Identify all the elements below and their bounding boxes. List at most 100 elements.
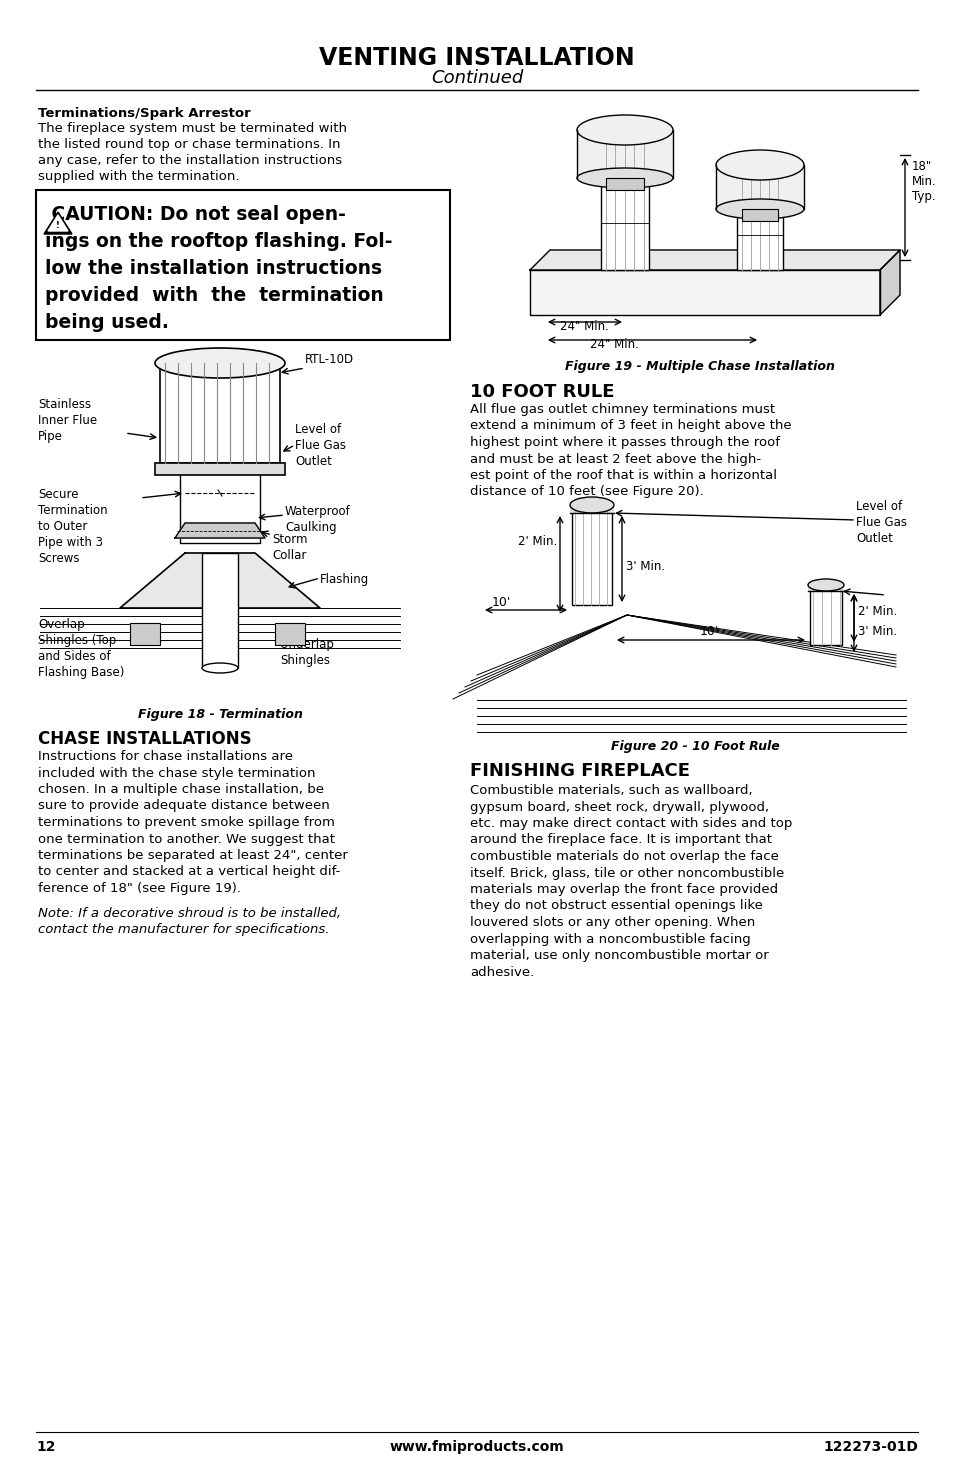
Text: contact the manufacturer for specifications.: contact the manufacturer for specificati… <box>38 922 329 935</box>
Polygon shape <box>879 249 899 316</box>
Text: terminations be separated at least 24", center: terminations be separated at least 24", … <box>38 850 348 861</box>
Text: terminations to prevent smoke spillage from: terminations to prevent smoke spillage f… <box>38 816 335 829</box>
Polygon shape <box>530 270 879 316</box>
Text: 18"
Min.
Typ.: 18" Min. Typ. <box>911 159 936 204</box>
Bar <box>180 463 260 543</box>
Text: Waterproof
Caulking: Waterproof Caulking <box>285 504 351 534</box>
Bar <box>600 130 648 270</box>
Text: chosen. In a multiple chase installation, be: chosen. In a multiple chase installation… <box>38 783 324 796</box>
Text: RTL-10D: RTL-10D <box>305 353 354 366</box>
Text: VENTING INSTALLATION: VENTING INSTALLATION <box>319 46 634 69</box>
Text: Flashing: Flashing <box>319 572 369 586</box>
Ellipse shape <box>716 150 803 180</box>
Text: ings on the rooftop flashing. Fol-: ings on the rooftop flashing. Fol- <box>45 232 392 251</box>
Text: Stainless
Inner Flue
Pipe: Stainless Inner Flue Pipe <box>38 398 97 442</box>
Text: Level of
Flue Gas
Outlet: Level of Flue Gas Outlet <box>855 500 906 544</box>
Text: distance of 10 feet (see Figure 20).: distance of 10 feet (see Figure 20). <box>470 485 703 499</box>
Bar <box>737 165 782 270</box>
Text: 12: 12 <box>36 1440 55 1454</box>
Text: Terminations/Spark Arrestor: Terminations/Spark Arrestor <box>38 108 251 119</box>
Text: Underlap
Shingles: Underlap Shingles <box>280 639 334 667</box>
Text: they do not obstruct essential openings like: they do not obstruct essential openings … <box>470 900 762 913</box>
Bar <box>807 586 843 591</box>
Text: gypsum board, sheet rock, drywall, plywood,: gypsum board, sheet rock, drywall, plywo… <box>470 801 768 814</box>
Ellipse shape <box>569 497 614 513</box>
Bar <box>572 504 612 605</box>
Text: and must be at least 2 feet above the high-: and must be at least 2 feet above the hi… <box>470 453 760 466</box>
Text: provided  with  the  termination: provided with the termination <box>45 286 383 305</box>
Polygon shape <box>48 215 68 232</box>
Text: Figure 20 - 10 Foot Rule: Figure 20 - 10 Foot Rule <box>610 740 779 754</box>
Text: the listed round top or chase terminations. In: the listed round top or chase terminatio… <box>38 139 340 150</box>
Bar <box>605 178 643 190</box>
Text: !: ! <box>56 221 60 230</box>
Text: est point of the roof that is within a horizontal: est point of the roof that is within a h… <box>470 469 776 482</box>
Text: etc. may make direct contact with sides and top: etc. may make direct contact with sides … <box>470 817 792 830</box>
Bar <box>36 190 450 341</box>
Ellipse shape <box>716 199 803 218</box>
Text: Combustible materials, such as wallboard,: Combustible materials, such as wallboard… <box>470 785 752 796</box>
Text: 3' Min.: 3' Min. <box>625 560 664 572</box>
Text: material, use only noncombustible mortar or: material, use only noncombustible mortar… <box>470 948 768 962</box>
Text: 24" Min.: 24" Min. <box>589 338 639 351</box>
Ellipse shape <box>577 115 672 145</box>
Polygon shape <box>530 249 899 270</box>
Text: sure to provide adequate distance between: sure to provide adequate distance betwee… <box>38 799 330 813</box>
Ellipse shape <box>577 168 672 187</box>
Text: low the installation instructions: low the installation instructions <box>45 260 382 277</box>
Polygon shape <box>44 212 71 235</box>
Bar <box>569 504 614 513</box>
Text: being used.: being used. <box>45 313 169 332</box>
Text: 10': 10' <box>492 596 511 609</box>
Text: Figure 19 - Multiple Chase Installation: Figure 19 - Multiple Chase Installation <box>564 360 834 373</box>
Text: 10': 10' <box>699 625 718 639</box>
Text: CAUTION: Do not seal open-: CAUTION: Do not seal open- <box>45 205 346 224</box>
Bar <box>809 586 841 645</box>
Text: materials may overlap the front face provided: materials may overlap the front face pro… <box>470 884 778 895</box>
Text: one termination to another. We suggest that: one termination to another. We suggest t… <box>38 832 335 845</box>
Text: included with the chase style termination: included with the chase style terminatio… <box>38 767 315 779</box>
Text: Instructions for chase installations are: Instructions for chase installations are <box>38 749 293 763</box>
Bar <box>154 463 285 475</box>
Text: louvered slots or any other opening. When: louvered slots or any other opening. Whe… <box>470 916 755 929</box>
Bar <box>741 209 778 221</box>
Bar <box>577 130 672 178</box>
Text: any case, refer to the installation instructions: any case, refer to the installation inst… <box>38 153 342 167</box>
Text: 2' Min.: 2' Min. <box>517 535 557 549</box>
Text: Note: If a decorative shroud is to be installed,: Note: If a decorative shroud is to be in… <box>38 907 341 919</box>
Text: Figure 18 - Termination: Figure 18 - Termination <box>137 708 302 721</box>
Text: Continued: Continued <box>431 69 522 87</box>
Text: FINISHING FIREPLACE: FINISHING FIREPLACE <box>470 763 689 780</box>
Bar <box>160 363 280 463</box>
Text: 2' Min.: 2' Min. <box>857 605 897 618</box>
Text: to center and stacked at a vertical height dif-: to center and stacked at a vertical heig… <box>38 866 340 879</box>
Text: itself. Brick, glass, tile or other noncombustible: itself. Brick, glass, tile or other nonc… <box>470 866 783 879</box>
Text: Level of
Flue Gas
Outlet: Level of Flue Gas Outlet <box>294 423 346 468</box>
Text: CHASE INSTALLATIONS: CHASE INSTALLATIONS <box>38 730 252 748</box>
Text: ference of 18" (see Figure 19).: ference of 18" (see Figure 19). <box>38 882 241 895</box>
Text: Secure
Termination
to Outer
Pipe with 3
Screws: Secure Termination to Outer Pipe with 3 … <box>38 488 108 565</box>
Text: The fireplace system must be terminated with: The fireplace system must be terminated … <box>38 122 347 136</box>
Text: 10 FOOT RULE: 10 FOOT RULE <box>470 384 614 401</box>
Bar <box>274 622 305 645</box>
Text: Storm
Collar: Storm Collar <box>272 532 307 562</box>
Text: 24" Min.: 24" Min. <box>559 320 608 333</box>
Text: 3' Min.: 3' Min. <box>857 625 896 639</box>
Text: supplied with the termination.: supplied with the termination. <box>38 170 239 183</box>
Bar <box>130 622 160 645</box>
Polygon shape <box>174 524 265 538</box>
Bar <box>716 165 803 209</box>
Ellipse shape <box>807 580 843 591</box>
Bar <box>202 553 237 668</box>
Text: Overlap
Shingles (Top
and Sides of
Flashing Base): Overlap Shingles (Top and Sides of Flash… <box>38 618 124 678</box>
Text: combustible materials do not overlap the face: combustible materials do not overlap the… <box>470 850 778 863</box>
Ellipse shape <box>202 662 237 673</box>
Polygon shape <box>120 553 319 608</box>
Text: extend a minimum of 3 feet in height above the: extend a minimum of 3 feet in height abo… <box>470 419 791 432</box>
Text: overlapping with a noncombustible facing: overlapping with a noncombustible facing <box>470 932 750 945</box>
Text: adhesive.: adhesive. <box>470 966 534 978</box>
Ellipse shape <box>154 348 285 378</box>
Text: around the fireplace face. It is important that: around the fireplace face. It is importa… <box>470 833 771 847</box>
Text: All flue gas outlet chimney terminations must: All flue gas outlet chimney terminations… <box>470 403 774 416</box>
Text: www.fmiproducts.com: www.fmiproducts.com <box>389 1440 564 1454</box>
